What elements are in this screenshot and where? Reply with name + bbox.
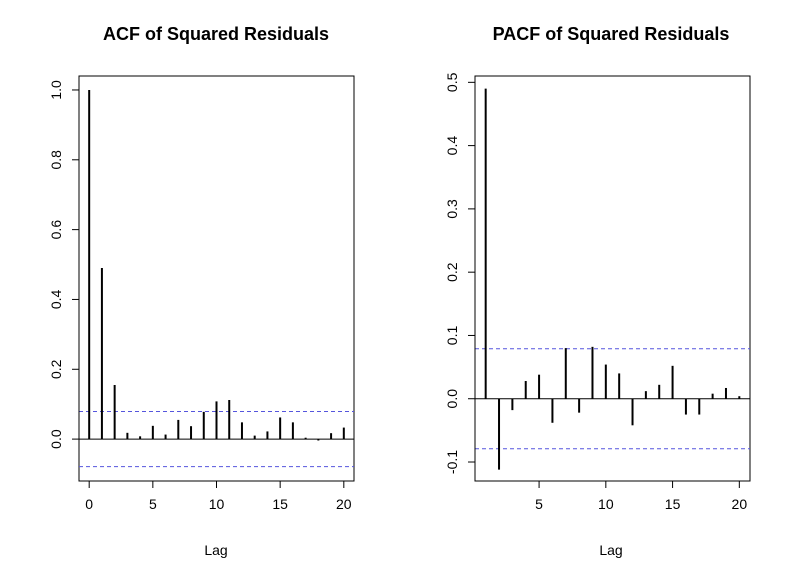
pacf-x-tick-label: 15 (665, 496, 681, 512)
pacf-y-tick-label: -0.1 (444, 450, 460, 474)
acf-panel: ACF of Squared Residuals Lag 0 5 10 15 20 0.0… (48, 24, 355, 558)
acf-x-tick-label: 15 (272, 496, 288, 512)
acf-title: ACF of Squared Residuals (103, 24, 329, 44)
pacf-y-tick-label: 0.2 (444, 262, 460, 282)
acf-y-tick-label: 0.4 (48, 290, 64, 310)
acf-y-tick-label: 0.8 (48, 150, 64, 170)
acf-x-tick-label: 10 (209, 496, 225, 512)
pacf-x-tick-label: 20 (732, 496, 748, 512)
acf-y-tick-label: 0.2 (48, 359, 64, 379)
pacf-title: PACF of Squared Residuals (493, 24, 730, 44)
acf-x-tick-label: 20 (336, 496, 352, 512)
pacf-y-tick-label: 0.3 (444, 199, 460, 219)
pacf-y-tick-label: 0.5 (444, 72, 460, 92)
pacf-x-tick-label: 5 (535, 496, 543, 512)
pacf-y-tick-label: 0.1 (444, 326, 460, 346)
pacf-y-tick-label: 0.4 (444, 136, 460, 156)
acf-y-tick-label: 0.0 (48, 429, 64, 449)
pacf-x-tick-label: 10 (598, 496, 614, 512)
acf-x-axis-label: Lag (204, 542, 227, 558)
acf-x-tick-label: 5 (149, 496, 157, 512)
acf-x-tick-label: 0 (85, 496, 93, 512)
pacf-plot-frame (474, 75, 751, 482)
acf-y-tick-label: 1.0 (48, 80, 64, 100)
pacf-y-tick-label: 0.0 (444, 389, 460, 409)
pacf-x-axis-label: Lag (599, 542, 622, 558)
pacf-panel: PACF of Squared Residuals Lag 5 10 15 20 -0.… (444, 24, 751, 558)
acf-y-tick-label: 0.6 (48, 220, 64, 240)
